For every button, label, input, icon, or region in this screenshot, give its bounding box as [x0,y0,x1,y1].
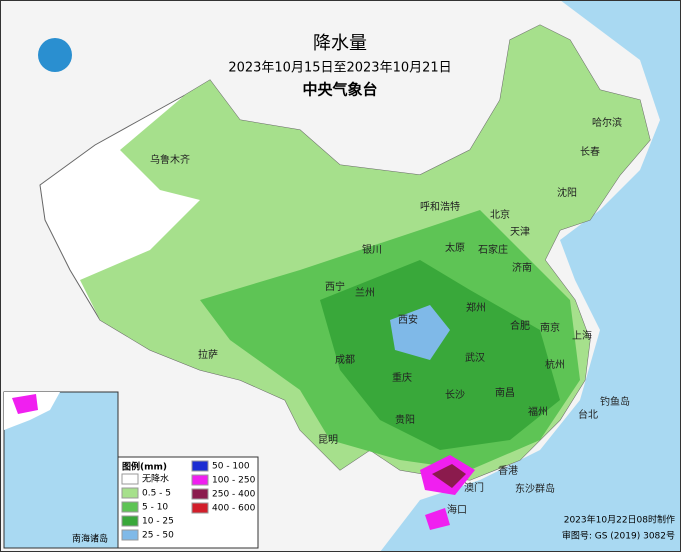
city: 贵阳 [395,413,415,426]
city: 昆明 [318,434,338,446]
city: 南昌 [495,386,515,399]
legend-swatch [121,515,139,527]
city: 呼和浩特 [420,201,460,213]
legend-title: 图例(mm) [122,461,167,473]
rain-storm [390,305,450,360]
city: 钓鱼岛 [600,395,630,408]
legend-label: 25 - 50 [142,531,174,541]
legend-label: 10 - 25 [142,517,174,527]
city: 成都 [335,354,355,366]
city: 上海 [572,329,592,342]
city: 天津 [510,226,530,238]
city: 长春 [580,146,600,158]
city: 拉萨 [198,348,218,361]
city: 北京 [490,208,510,221]
inset-rain [12,394,38,414]
legend-swatch [191,460,209,472]
title: 降水量 [313,33,367,54]
legend-swatch [121,487,139,499]
legend-swatch [121,529,139,541]
legend-items: 无降水 0.5 - 5 5 - 10 10 - 25 25 - 50 50 - 100 10… [121,460,256,541]
city: 海口 [447,503,467,516]
city: 银川 [362,243,382,256]
legend-label: 无降水 [142,473,169,485]
rain-hainan [425,508,450,530]
legend-swatch [191,502,209,514]
legend-label: 0.5 - 5 [142,489,171,499]
city: 福州 [528,405,548,418]
city: 合肥 [510,319,530,332]
city: 兰州 [355,286,375,299]
agency: 中央气象台 [302,81,377,99]
legend-swatch [121,501,139,513]
city: 西宁 [325,280,345,293]
city: 沈阳 [557,186,577,199]
city: 台北 [578,408,598,421]
city: 西安 [398,313,418,326]
footer-made: 2023年10月22日08时制作 [564,514,675,526]
legend-label: 400 - 600 [212,504,256,514]
inset-label: 南海诸岛 [72,533,108,545]
city: 乌鲁木齐 [150,153,190,166]
city: 哈尔滨 [592,116,622,129]
city: 南京 [540,321,560,334]
legend-swatch [121,473,139,485]
legend-box [117,456,259,549]
legend-swatch [191,474,209,486]
cities: 乌鲁木齐 哈尔滨 长春 沈阳 呼和浩特 北京 天津 石家庄 太原 济南 银川 兰… [150,116,630,516]
footer-approval: 审图号: GS (2019) 3082号 [562,530,675,542]
logo [38,38,72,72]
city: 重庆 [392,371,412,384]
city: 济南 [512,261,532,274]
period: 2023年10月15日至2023年10月21日 [228,61,451,76]
legend-label: 50 - 100 [212,462,250,472]
city: 澳门 [464,481,484,494]
city: 长沙 [445,389,465,401]
legend-label: 250 - 400 [212,490,256,500]
city: 武汉 [465,351,485,364]
city: 石家庄 [478,243,508,256]
sea [380,0,681,552]
legend-label: 5 - 10 [142,503,168,513]
rain-extreme-core [432,464,466,488]
city: 东沙群岛 [515,482,555,495]
rain-heavy [320,260,560,450]
legend-swatch [191,488,209,500]
city: 杭州 [545,358,565,371]
city: 香港 [498,465,518,477]
city: 郑州 [466,301,486,314]
legend-label: 100 - 250 [212,476,256,486]
city: 太原 [445,241,465,254]
